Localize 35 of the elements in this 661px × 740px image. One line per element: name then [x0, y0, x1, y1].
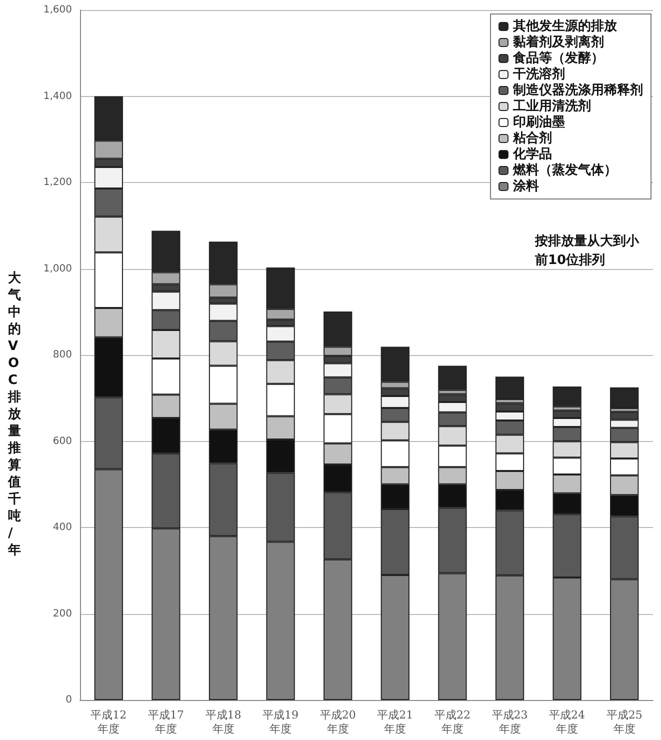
x-tick-label: 平成24年度 [549, 708, 586, 736]
legend-label: 食品等（发酵） [512, 51, 604, 66]
x-tick-label: 平成18年度 [205, 708, 242, 736]
y-tick-label: 1,600 [43, 4, 72, 16]
legend-label: 涂料 [512, 179, 539, 194]
y-tick-label: 1,000 [43, 263, 72, 274]
x-tick-label: 平成12年度 [90, 708, 127, 736]
x-tick-label: 平成25年度 [606, 708, 642, 736]
legend-label: 干洗溶剂 [512, 66, 565, 82]
y-tick-label: 1,400 [43, 90, 72, 102]
x-tick-label: 平成17年度 [148, 708, 184, 736]
bar [438, 366, 467, 390]
y-tick-label: 1,200 [43, 177, 72, 188]
y-tick-label: 800 [52, 350, 72, 360]
legend-label: 其他发生源的排放 [512, 19, 618, 34]
x-tick-label: 平成20年度 [320, 708, 356, 736]
text: 大气中的VOC排放量推算值千吨/年 [8, 271, 21, 558]
bar [610, 387, 639, 408]
legend-label: 印刷油墨 [513, 114, 565, 130]
x-tick-label: 平成23年度 [492, 708, 528, 736]
legend-label: 化学品 [512, 147, 552, 162]
legend-label: 制造仪器洗涤用稀释剂 [512, 82, 643, 98]
y-tick-label: 0 [66, 694, 72, 706]
bar [552, 386, 582, 406]
y-tick-label: 600 [52, 436, 72, 447]
legend-label: 工业用清洗剂 [512, 98, 591, 114]
legend-label: 燃料（蒸发气体） [512, 162, 617, 178]
y-tick-label: 200 [52, 608, 72, 620]
x-tick-label: 平成19年度 [262, 708, 299, 736]
x-tick-label: 平成21年度 [377, 708, 414, 736]
legend-label: 黏着剂及剥离剂 [512, 34, 604, 50]
legend-label: 粘合剂 [512, 130, 552, 146]
y-tick-label: 400 [52, 522, 72, 533]
annotation: 按排放量从大到小前10位排列 [534, 233, 640, 268]
x-tick-label: 平成22年度 [434, 708, 470, 736]
